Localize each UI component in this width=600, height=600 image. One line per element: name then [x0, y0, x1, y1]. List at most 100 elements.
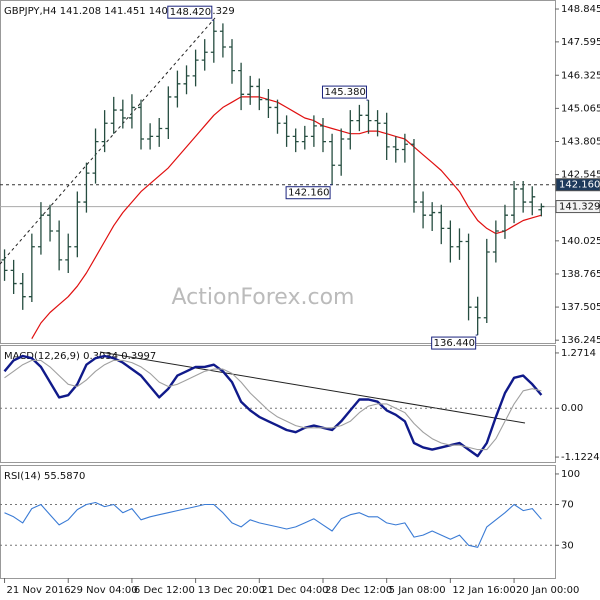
watermark: ActionForex.com — [172, 285, 355, 310]
ohlc-bar — [65, 233, 72, 274]
x-tick-label: 20 Jan 00:00 — [516, 585, 579, 596]
series-line — [4, 501, 542, 548]
ohlc-bar — [465, 233, 472, 321]
ohlc-bar — [56, 220, 63, 271]
y-tick-label: 147.595 — [561, 37, 600, 48]
ohlc-bar — [110, 96, 117, 134]
x-tick-label: 29 Nov 04:00 — [70, 585, 137, 596]
x-tick-label: 21 Nov 2016 — [7, 585, 71, 596]
ohlc-bar — [28, 233, 35, 302]
ohlc-bar — [456, 228, 463, 260]
ohlc-bar — [229, 39, 236, 84]
ohlc-bar — [301, 125, 308, 150]
trend-line — [0, 17, 216, 265]
y-tick-label: 136.245 — [561, 335, 600, 346]
ohlc-bar — [192, 49, 199, 87]
annotation-box — [431, 336, 477, 350]
ohlc-bar — [429, 202, 436, 231]
ohlc-bar — [92, 128, 99, 184]
x-tick-label: 5 Jan 08:00 — [389, 585, 446, 596]
ohlc-bar — [529, 186, 536, 216]
x-tick-label: 12 Jan 16:00 — [452, 585, 515, 596]
ohlc-bar — [1, 249, 8, 281]
ohlc-bar — [319, 117, 326, 153]
ohlc-bar — [347, 110, 354, 150]
ohlc-bar — [383, 112, 390, 161]
ohlc-bar — [338, 128, 345, 176]
ohlc-bar — [283, 115, 290, 147]
ohlc-bar — [47, 204, 54, 242]
ohlc-bar — [201, 39, 208, 71]
annotation-label: 136.440 — [434, 338, 475, 349]
ohlc-bar — [138, 99, 145, 150]
panel-title: MACD(12,26,9) 0.3034 0.3997 — [4, 351, 156, 362]
x-tick-label: 28 Dec 12:00 — [325, 585, 392, 596]
macd-trend-line — [99, 351, 526, 424]
y-tick-label: 0.00 — [561, 403, 583, 414]
panel-title: GBPJPY,H4 141.208 141.451 140.956 141.32… — [4, 6, 235, 17]
y-tick-label: 143.805 — [561, 136, 600, 147]
ohlc-bar — [37, 202, 44, 255]
ohlc-bar — [119, 99, 126, 129]
y-tick-label: 146.325 — [561, 70, 600, 81]
ohlc-bar — [447, 220, 454, 263]
annotation-label: 142.160 — [288, 188, 329, 199]
ohlc-bar — [310, 115, 317, 147]
ohlc-bar — [265, 89, 272, 118]
ohlc-bar — [492, 220, 499, 263]
y-tick-label: 70 — [561, 500, 574, 511]
annotation-box — [321, 85, 367, 99]
y-tick-label: 137.505 — [561, 302, 600, 313]
x-tick-label: 6 Dec 12:00 — [134, 585, 195, 596]
ohlc-bar — [74, 191, 81, 258]
annotation-label: 145.380 — [324, 87, 365, 98]
annotation-box — [285, 186, 331, 200]
ohlc-bar — [19, 273, 26, 310]
ohlc-bar — [501, 204, 508, 239]
ohlc-bar — [329, 133, 336, 185]
y-tick-label: 145.065 — [561, 103, 600, 114]
ohlc-bar — [83, 162, 90, 213]
ohlc-bar — [438, 204, 445, 245]
ohlc-bar — [10, 259, 17, 295]
moving-average — [31, 96, 542, 340]
ohlc-bar — [128, 94, 135, 129]
ohlc-bar — [147, 123, 154, 150]
series-line — [3, 354, 543, 458]
ohlc-bar — [483, 238, 490, 323]
y-tick-label: 148.845 — [561, 4, 600, 15]
y-tick-label: 138.765 — [561, 269, 600, 280]
rsi-panel — [0, 465, 556, 579]
ohlc-bar — [156, 117, 163, 147]
ohlc-bar — [183, 65, 190, 95]
ohlc-bar — [420, 191, 427, 229]
y-tick-label: 100 — [561, 469, 580, 480]
ohlc-bar — [520, 181, 527, 213]
price-label-box — [555, 200, 600, 214]
ohlc-bar — [538, 203, 545, 217]
ohlc-bar — [401, 133, 408, 163]
ohlc-bar — [392, 136, 399, 163]
y-tick-label: 142.545 — [561, 170, 600, 181]
ohlc-bar — [365, 100, 372, 134]
main-panel — [0, 0, 556, 344]
ohlc-bar — [511, 181, 518, 224]
ohlc-bar — [247, 75, 254, 105]
price-label-box — [555, 178, 600, 192]
ohlc-bar — [101, 110, 108, 153]
annotation-box — [167, 5, 213, 19]
ohlc-bar — [410, 138, 417, 213]
y-tick-label: -1.1224 — [561, 452, 600, 463]
ohlc-bar — [174, 70, 181, 108]
y-tick-label: 30 — [561, 540, 574, 551]
series-line — [4, 359, 542, 451]
price-label: 142.160 — [559, 180, 600, 191]
ohlc-bar — [210, 20, 217, 63]
ohlc-bar — [474, 296, 481, 336]
annotation-label: 148.420 — [170, 7, 211, 18]
ohlc-bar — [374, 110, 381, 137]
ohlc-bar — [356, 104, 363, 132]
ohlc-bar — [238, 62, 245, 111]
ohlc-bar — [292, 128, 299, 153]
